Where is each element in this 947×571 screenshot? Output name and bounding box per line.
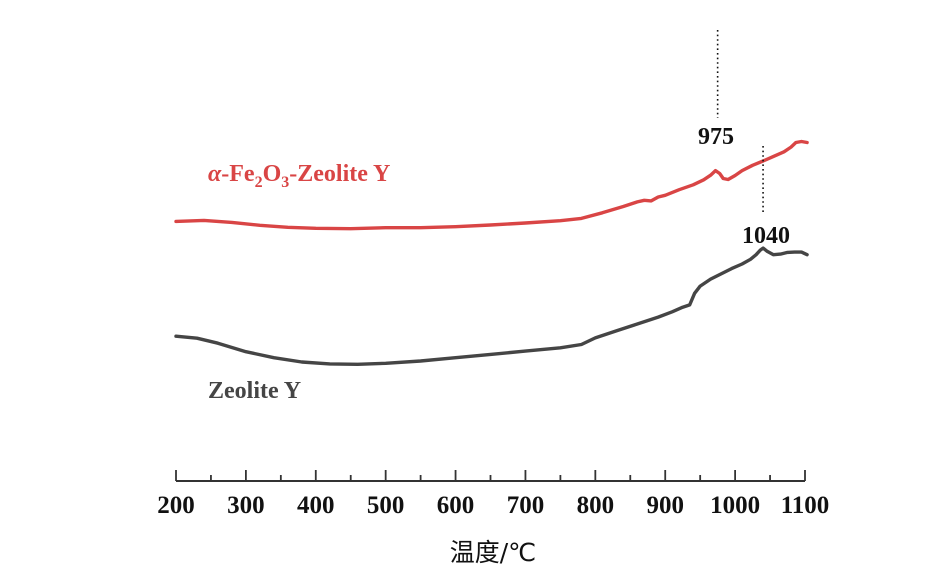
series-label-0: α-Fe2O3-Zeolite Y: [208, 161, 390, 191]
peak-label-0: 975: [698, 124, 734, 150]
series-line-0: [174, 139, 809, 231]
x-tick-label: 400: [297, 492, 335, 519]
series-layer: [174, 139, 809, 366]
annotation-layer: 975 1040: [698, 30, 790, 249]
x-tick-label: 1100: [781, 492, 830, 519]
x-tick-label: 300: [227, 492, 265, 519]
series-line-1: [174, 246, 809, 366]
x-tick-label: 700: [507, 492, 545, 519]
x-tick-label: 600: [437, 492, 475, 519]
labels-layer: α-Fe2O3-Zeolite Y Zeolite Y: [208, 161, 390, 404]
x-tick-label: 1000: [710, 492, 760, 519]
x-tick-label: 200: [157, 492, 195, 519]
x-tick-label: 900: [646, 492, 684, 519]
x-axis-title: 温度/℃: [450, 538, 537, 567]
x-axis: 200 300 400 500 600 700 800 900 1000 1100: [157, 470, 829, 519]
peak-label-1: 1040: [742, 223, 790, 249]
x-tick-label: 500: [367, 492, 405, 519]
x-tick-label: 800: [577, 492, 615, 519]
series-label-1: Zeolite Y: [208, 378, 301, 404]
